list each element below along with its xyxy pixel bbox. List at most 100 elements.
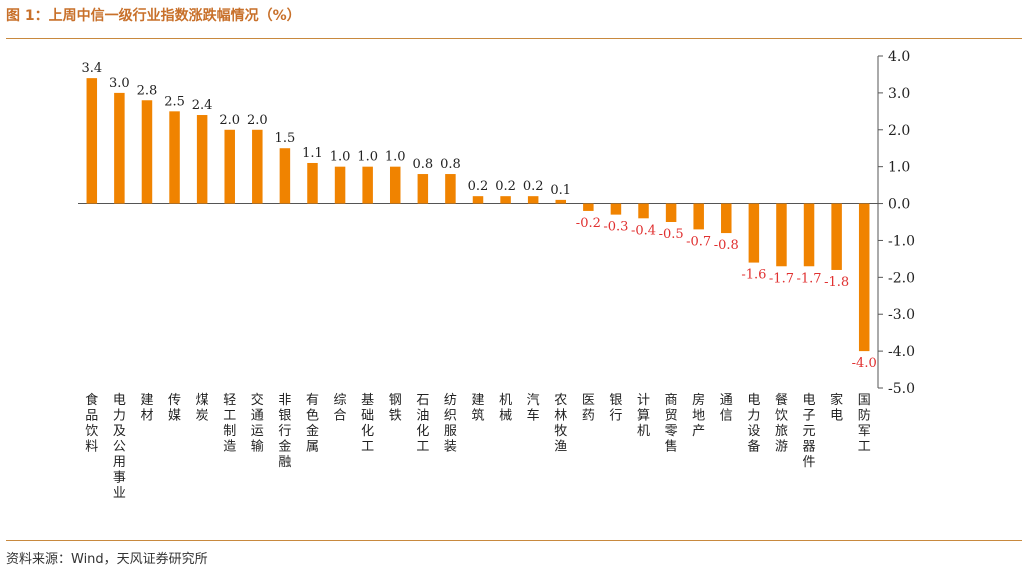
bar-22 <box>693 203 704 230</box>
category-label-4: 煤炭 <box>196 393 209 424</box>
category-label-25: 餐饮旅游 <box>775 392 788 455</box>
data-label-19: -0.3 <box>603 220 628 235</box>
bar-18 <box>583 203 594 211</box>
data-label-27: -1.8 <box>824 275 849 290</box>
bar-6 <box>252 129 263 204</box>
bar-1 <box>114 92 125 204</box>
bar-8 <box>307 162 318 204</box>
data-label-14: 0.2 <box>468 179 489 194</box>
data-label-3: 2.5 <box>164 94 185 109</box>
bar-2 <box>141 100 153 204</box>
category-label-1: 电力及公用事业 <box>113 393 126 501</box>
y-tick-label: 3.0 <box>888 86 910 102</box>
category-label-17: 农林牧渔 <box>554 393 567 455</box>
data-label-18: -0.2 <box>576 216 601 231</box>
bar-7 <box>279 148 291 204</box>
data-label-22: -0.7 <box>686 234 711 249</box>
category-label-9: 综合 <box>334 393 347 424</box>
category-label-20: 计算机 <box>637 393 650 439</box>
top-rule <box>6 38 1022 39</box>
data-label-25: -1.7 <box>769 271 794 286</box>
category-label-18: 医药 <box>582 393 595 424</box>
data-label-12: 0.8 <box>412 157 433 172</box>
bar-9 <box>334 166 346 204</box>
data-label-10: 1.0 <box>357 150 378 165</box>
data-label-4: 2.4 <box>192 98 213 113</box>
data-label-7: 1.5 <box>275 131 296 146</box>
data-label-1: 3.0 <box>109 76 130 91</box>
bar-5 <box>224 129 235 204</box>
category-label-28: 国防军工 <box>858 393 871 455</box>
category-label-14: 建筑 <box>471 393 484 424</box>
y-tick-label: -1.0 <box>888 233 915 249</box>
bar-12 <box>417 174 429 204</box>
data-label-21: -0.5 <box>659 227 684 242</box>
data-label-2: 2.8 <box>137 83 158 98</box>
bar-3 <box>169 111 180 204</box>
bar-20 <box>638 203 649 219</box>
category-label-13: 纺织服装 <box>444 393 457 455</box>
y-tick-label: -4.0 <box>888 344 915 360</box>
category-label-0: 食品饮料 <box>85 392 98 455</box>
bar-17 <box>555 199 567 204</box>
bar-24 <box>748 203 760 263</box>
bar-19 <box>610 203 622 215</box>
data-label-6: 2.0 <box>247 113 268 128</box>
category-label-12: 石油化工 <box>416 393 429 455</box>
category-label-16: 汽车 <box>527 393 540 424</box>
category-label-24: 电力设备 <box>747 393 760 455</box>
data-label-13: 0.8 <box>440 157 461 172</box>
bar-28 <box>858 203 870 352</box>
category-label-21: 商贸零售 <box>665 393 678 455</box>
category-label-2: 建材 <box>140 393 153 424</box>
data-label-8: 1.1 <box>302 146 323 161</box>
bar-14 <box>472 196 484 204</box>
data-label-26: -1.7 <box>796 271 821 286</box>
source-note: 资料来源：Wind，天风证券研究所 <box>6 552 208 567</box>
category-label-23: 通信 <box>720 393 733 424</box>
chart-title: 图 1：上周中信一级行业指数涨跌幅情况（%） <box>6 8 301 24</box>
bar-15 <box>500 196 511 204</box>
data-label-28: -4.0 <box>852 356 877 371</box>
bar-4 <box>196 115 208 204</box>
y-tick-label: -2.0 <box>888 270 915 286</box>
data-label-9: 1.0 <box>330 150 351 165</box>
data-label-20: -0.4 <box>631 223 656 238</box>
bar-chart: 4.0 3.0 2.0 1.0 0.0 -1.0 -2.0 -3.0 -4.0 -5.0 3.4 食品… <box>78 49 915 501</box>
bar-25 <box>776 203 787 267</box>
bottom-rule <box>6 540 1022 541</box>
y-tick-label: 0.0 <box>888 197 910 213</box>
data-label-16: 0.2 <box>523 179 544 194</box>
bar-11 <box>389 166 401 204</box>
category-label-6: 交通运输 <box>251 392 264 455</box>
category-label-22: 房地产 <box>692 392 705 439</box>
data-label-24: -1.6 <box>741 268 766 283</box>
category-label-19: 银行 <box>609 393 622 424</box>
category-label-15: 机械 <box>499 393 512 424</box>
y-tick-label: 4.0 <box>888 49 910 65</box>
y-tick-label: -3.0 <box>888 307 915 323</box>
bar-0 <box>86 78 98 204</box>
data-label-15: 0.2 <box>495 179 516 194</box>
category-label-26: 电子元器件 <box>803 393 816 470</box>
bar-26 <box>803 203 815 267</box>
data-label-5: 2.0 <box>219 113 240 128</box>
category-label-5: 轻工制造 <box>223 393 236 455</box>
data-label-17: 0.1 <box>550 183 571 198</box>
data-label-0: 3.4 <box>81 61 102 76</box>
category-label-11: 钢铁 <box>389 393 402 424</box>
category-label-10: 基础化工 <box>361 393 374 455</box>
bar-10 <box>362 166 373 204</box>
y-tick-label: 2.0 <box>888 123 910 139</box>
bar-21 <box>665 203 677 222</box>
data-label-23: -0.8 <box>714 238 739 253</box>
bar-23 <box>721 203 732 234</box>
bar-16 <box>527 196 539 204</box>
y-tick-label: 1.0 <box>888 160 910 176</box>
category-label-8: 有色金属 <box>306 393 319 455</box>
category-label-3: 传媒 <box>168 393 181 424</box>
data-label-11: 1.0 <box>385 150 406 165</box>
bar-13 <box>445 174 456 204</box>
y-tick-label: -5.0 <box>888 381 915 397</box>
category-label-7: 非银行金融 <box>278 393 291 470</box>
